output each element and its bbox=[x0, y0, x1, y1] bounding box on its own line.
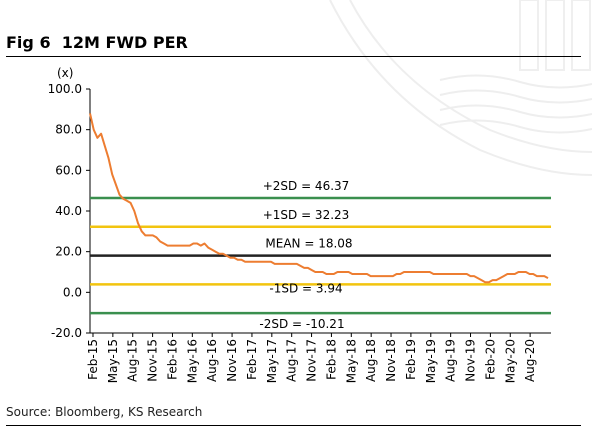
x-tick-label: May-15 bbox=[106, 339, 120, 383]
y-unit-label: (x) bbox=[57, 66, 73, 80]
x-tick-label: Feb-19 bbox=[404, 339, 418, 380]
title-divider bbox=[6, 56, 581, 57]
x-tick-label: Feb-15 bbox=[86, 339, 100, 380]
x-tick-label: Nov-17 bbox=[305, 339, 319, 382]
reference-label: +2SD = 46.37 bbox=[263, 179, 350, 193]
x-tick-label: May-16 bbox=[185, 339, 199, 383]
x-tick-label: Aug-16 bbox=[205, 339, 219, 382]
chart-axes: 100.0 80.0 60.0 40.0 20.0 0.0 -20.0 (x) Feb-15 Ma… bbox=[48, 66, 551, 383]
x-tick-label: Nov-19 bbox=[464, 339, 478, 382]
x-tick-label: Aug-17 bbox=[285, 339, 299, 382]
x-tick-label: Aug-19 bbox=[444, 339, 458, 382]
x-tick-label: Aug-15 bbox=[126, 339, 140, 382]
y-tick-label: 0.0 bbox=[63, 285, 82, 299]
x-tick-label: Nov-16 bbox=[225, 339, 239, 382]
y-tick-label: 60.0 bbox=[55, 163, 82, 177]
x-tick-label: Nov-15 bbox=[146, 339, 160, 382]
x-tick-label: Feb-20 bbox=[483, 339, 497, 380]
x-tick-label: May-17 bbox=[265, 339, 279, 383]
x-tick-label: May-18 bbox=[344, 339, 358, 383]
y-tick-label: 80.0 bbox=[55, 123, 82, 137]
series-line-per bbox=[89, 113, 549, 284]
x-tick-label: May-19 bbox=[424, 339, 438, 383]
x-tick-label: Feb-18 bbox=[324, 339, 338, 380]
x-tick-label: Aug-18 bbox=[364, 339, 378, 382]
y-tick-label: 20.0 bbox=[55, 245, 82, 259]
x-tick-label: Feb-16 bbox=[165, 339, 179, 380]
reference-lines bbox=[90, 196, 551, 315]
x-tick-label: Aug-20 bbox=[523, 339, 537, 382]
source-divider bbox=[6, 425, 581, 426]
series-group bbox=[89, 113, 549, 284]
reference-label: +1SD = 32.23 bbox=[263, 208, 350, 222]
y-tick-label: 40.0 bbox=[55, 204, 82, 218]
x-tick-label: Feb-17 bbox=[245, 339, 259, 380]
figure-title: Fig 6 12M FWD PER bbox=[6, 33, 188, 52]
reference-label: -1SD = 3.94 bbox=[269, 281, 342, 295]
x-tick-label: May-20 bbox=[503, 339, 517, 383]
x-tick-label: Nov-18 bbox=[384, 339, 398, 382]
reference-label: -2SD = -10.21 bbox=[259, 317, 344, 331]
y-tick-label: -20.0 bbox=[51, 326, 82, 340]
reference-labels: +2SD = 46.37 +1SD = 32.23 MEAN = 18.08 -1SD… bbox=[259, 179, 352, 331]
source-note: Source: Bloomberg, KS Research bbox=[6, 405, 203, 419]
y-tick-label: 100.0 bbox=[48, 82, 82, 96]
reference-label: MEAN = 18.08 bbox=[265, 237, 352, 251]
